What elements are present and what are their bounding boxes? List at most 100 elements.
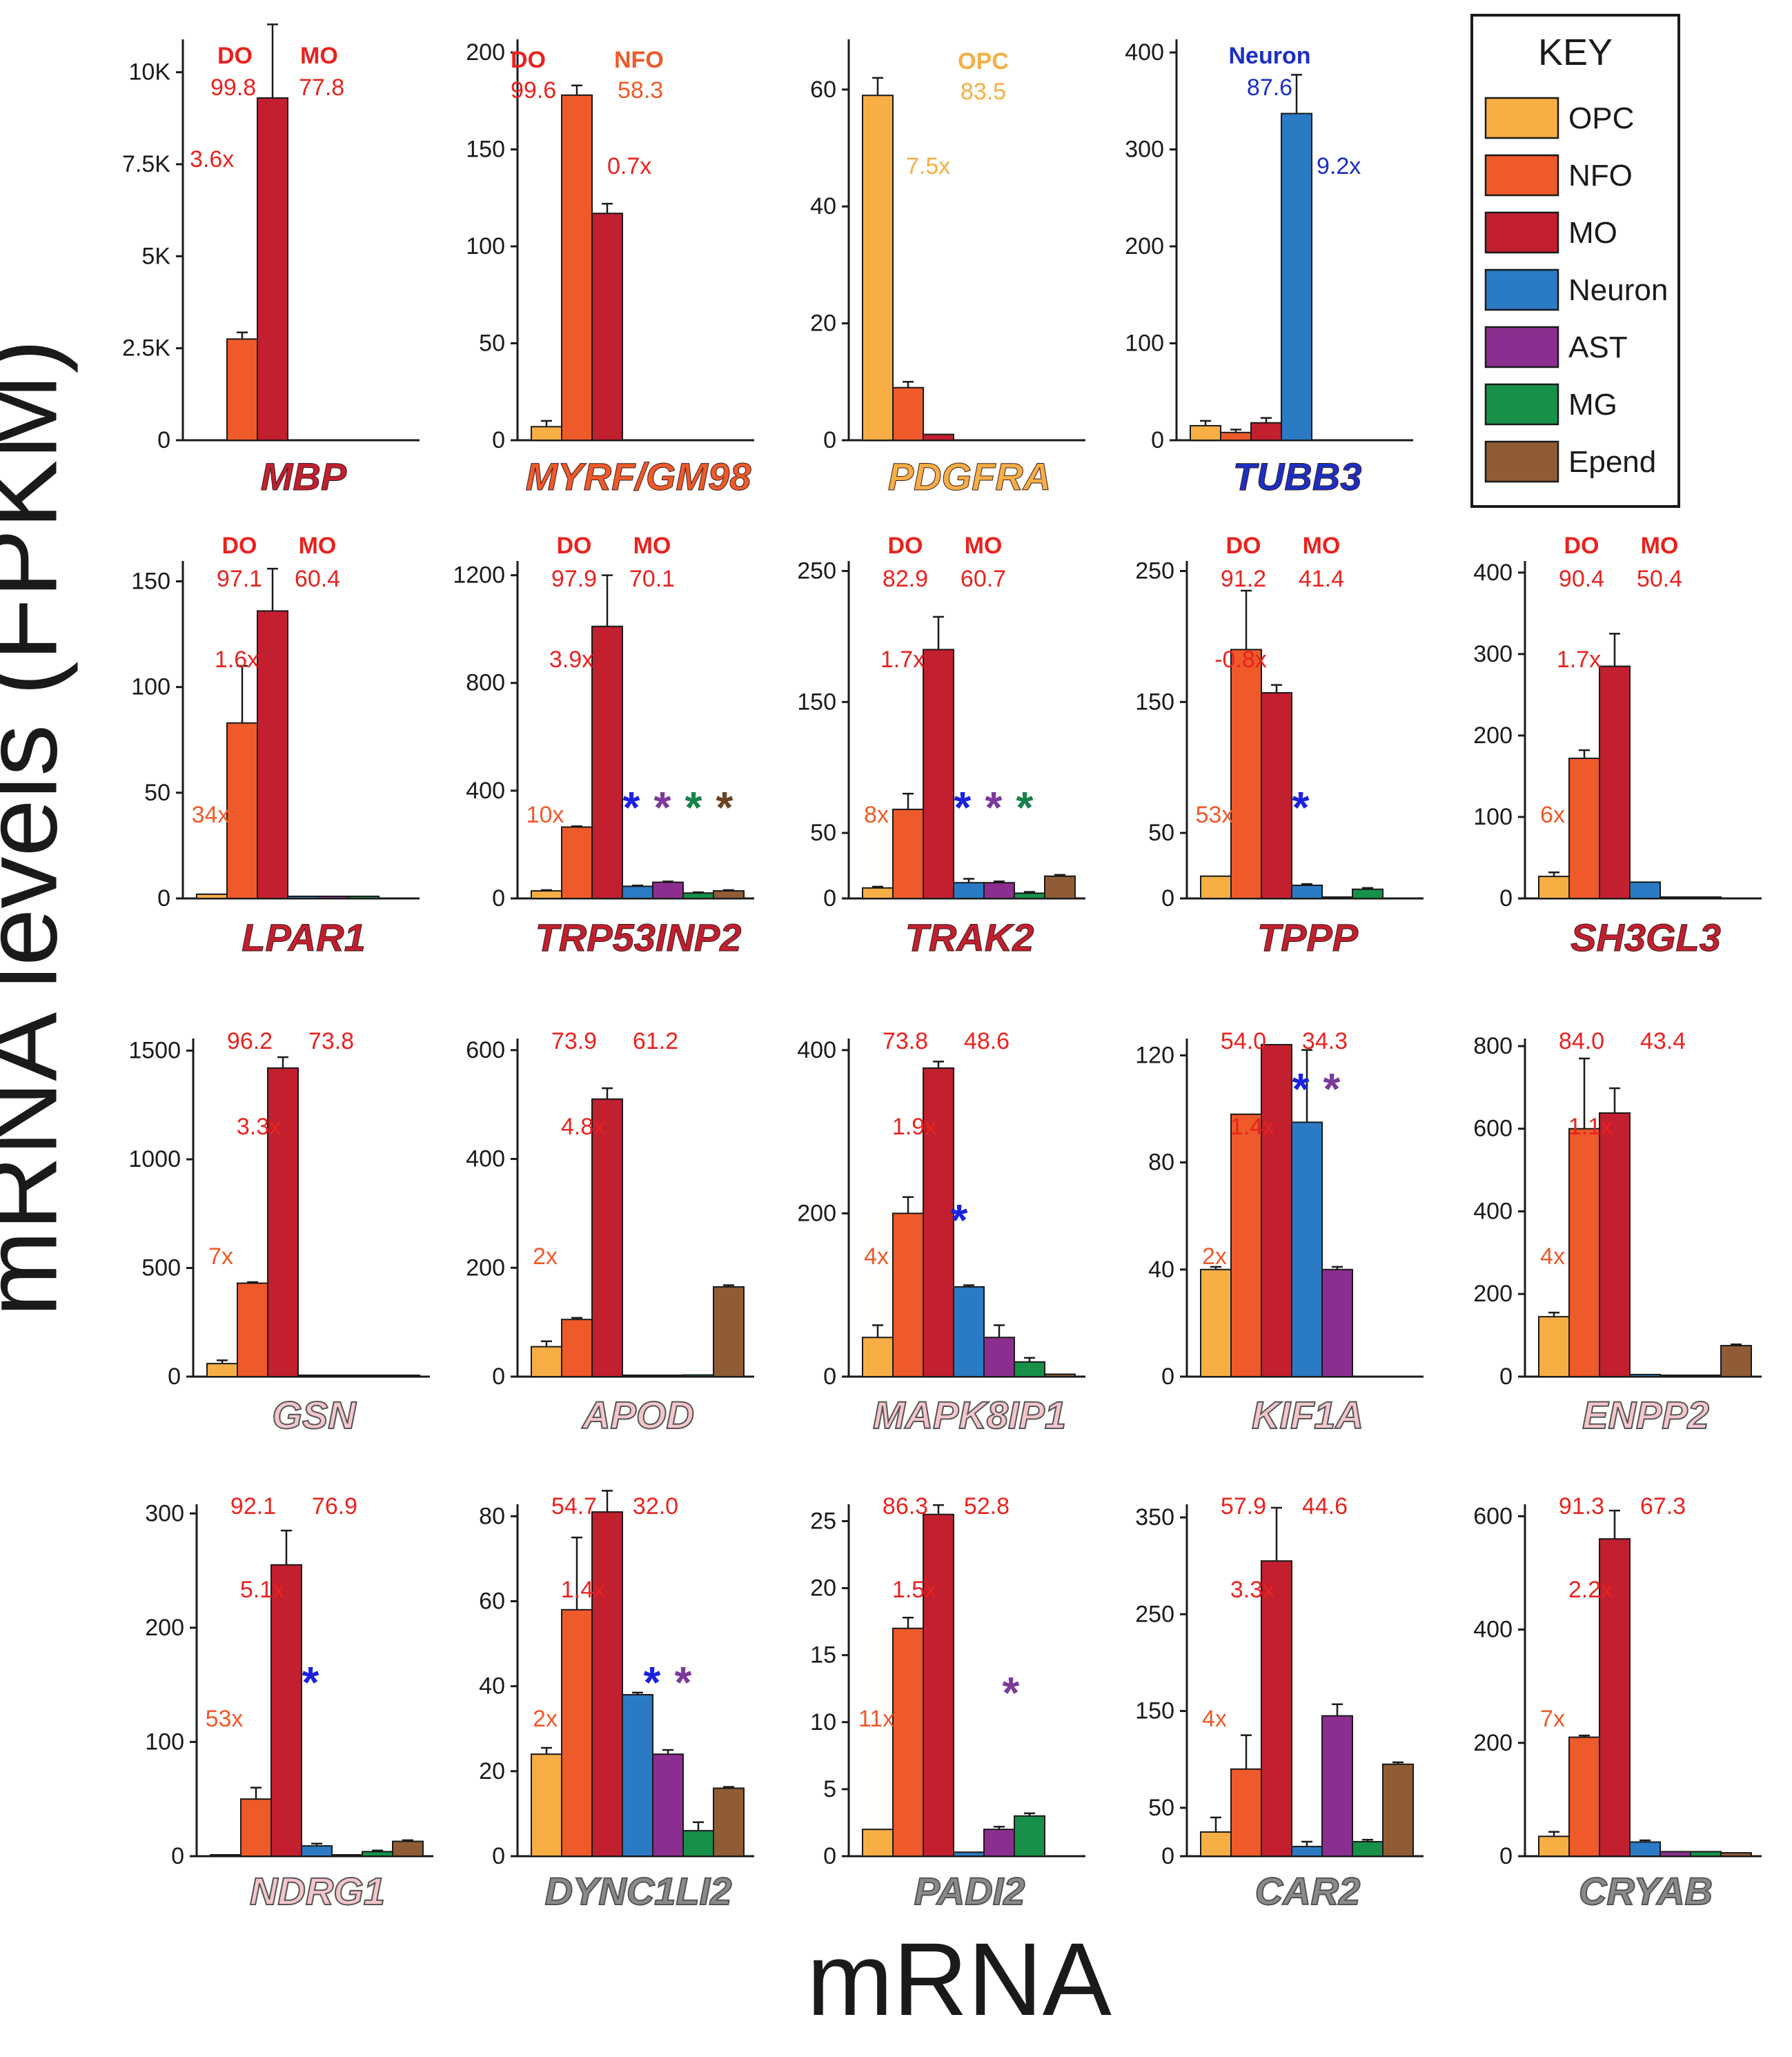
bar-nfo — [237, 1282, 268, 1377]
y-tick-label: 50 — [144, 780, 170, 806]
bar-opc — [206, 1363, 238, 1377]
significance-star: * — [654, 783, 671, 832]
annotation-label: DO — [511, 47, 546, 73]
annotation-label: MO — [633, 533, 671, 559]
bar-opc — [531, 1346, 562, 1377]
bar-mo — [257, 97, 288, 441]
y-tick-label: 0 — [157, 427, 170, 453]
y-tick-label: 800 — [1473, 1033, 1513, 1059]
y-tick-label: 0 — [492, 885, 505, 912]
legend-label-mo: MO — [1568, 216, 1617, 250]
annotation-label: 3.3x — [237, 1114, 281, 1140]
y-tick-label: 40 — [1148, 1257, 1174, 1283]
bar-mo — [591, 1098, 623, 1378]
y-axis-label-text: mRNA levels (FPKM) — [0, 339, 79, 1317]
annotation-label: MO — [1641, 533, 1679, 559]
y-tick-label: 60 — [810, 77, 836, 103]
y-tick-label: 300 — [1125, 137, 1164, 163]
annotation-label: MO — [965, 533, 1003, 559]
annotation-label: 7x — [1540, 1706, 1565, 1732]
bar-mg — [1352, 1840, 1384, 1857]
bar-mg — [1014, 892, 1045, 899]
panel-padi2: 0 5 10 15 20 25 86.3 52.8 1.5x 11x * PADI2 — [810, 1493, 1085, 1913]
annotation-label: 60.4 — [295, 566, 340, 592]
y-tick-label: 0 — [1161, 885, 1174, 912]
annotation-label: 87.6 — [1247, 75, 1292, 101]
bar-nfo — [240, 1798, 272, 1858]
bar-opc — [1200, 875, 1232, 899]
bar-mo — [1599, 1538, 1631, 1857]
bar-opc — [1538, 1835, 1570, 1858]
bar-nfo — [1568, 1736, 1600, 1858]
y-tick-label: 0 — [823, 427, 836, 453]
legend-swatch-nfo — [1484, 154, 1559, 197]
bar-nfo — [892, 1212, 924, 1378]
y-tick-label: 0 — [823, 885, 836, 912]
annotation-label: DO — [1226, 533, 1261, 559]
bar-mo — [1599, 665, 1631, 899]
annotation-label: 34.3 — [1302, 1028, 1348, 1054]
y-tick-label: 5K — [141, 243, 170, 269]
annotation-label: 50.4 — [1637, 566, 1682, 592]
annotation-label: -0.8x — [1214, 647, 1267, 673]
y-tick-label: 10 — [810, 1709, 836, 1735]
gene-name: PADI2 — [914, 1869, 1025, 1913]
gene-name: NDRG1 — [250, 1869, 385, 1913]
annotation-label: 54.7 — [551, 1493, 597, 1519]
bar-epend — [713, 890, 745, 899]
y-tick-label: 100 — [466, 233, 505, 259]
bar-neuron — [301, 1845, 333, 1858]
y-tick-label: 7.5K — [122, 151, 170, 177]
annotation-label: 96.2 — [227, 1028, 273, 1054]
y-tick-label: 350 — [1135, 1504, 1174, 1531]
annotation-label: NFO — [614, 47, 664, 73]
bar-opc — [1200, 1831, 1232, 1858]
bar-opc — [196, 893, 228, 899]
y-tick-label: 1200 — [453, 562, 505, 589]
y-tick-label: 0 — [157, 885, 170, 912]
y-tick-label: 50 — [479, 331, 505, 357]
bar-mg — [1014, 1815, 1045, 1857]
bar-nfo — [1568, 757, 1600, 899]
y-tick-label: 50 — [1148, 1795, 1174, 1821]
gene-name: KIF1A — [1252, 1393, 1363, 1437]
bar-neuron — [1291, 1121, 1323, 1378]
bar-ast — [1660, 1375, 1691, 1377]
gene-name: MYRF/GM98 — [526, 455, 752, 498]
bar-epend — [1382, 1763, 1414, 1857]
bar-ast — [652, 1753, 684, 1857]
annotation-label: 44.6 — [1302, 1493, 1348, 1519]
significance-star: * — [675, 1657, 692, 1707]
bar-nfo — [892, 386, 924, 441]
annotation-label: 0.7x — [607, 153, 651, 179]
y-tick-label: 60 — [479, 1588, 505, 1614]
annotation-label: 1.7x — [1557, 647, 1601, 673]
bar-ast — [983, 1337, 1015, 1377]
y-tick-label: 100 — [1473, 804, 1513, 830]
y-tick-label: 200 — [797, 1200, 836, 1226]
bar-opc — [210, 1854, 242, 1857]
legend-label-neuron: Neuron — [1568, 273, 1668, 307]
bar-epend — [388, 1375, 420, 1377]
bar-ast — [328, 1375, 360, 1377]
annotation-label: 67.3 — [1640, 1493, 1686, 1519]
y-tick-label: 40 — [479, 1673, 505, 1700]
annotation-label: 7x — [208, 1243, 233, 1270]
bar-nfo — [1568, 1128, 1600, 1377]
y-tick-label: 150 — [466, 137, 505, 163]
y-tick-label: 100 — [1125, 331, 1164, 357]
bar-ast — [317, 895, 349, 900]
gene-name: MBP — [261, 455, 347, 498]
gene-name: TRAK2 — [905, 916, 1034, 959]
annotation-label: 43.4 — [1640, 1028, 1686, 1054]
gene-name: CRYAB — [1579, 1869, 1713, 1913]
bar-opc — [531, 1753, 562, 1857]
bar-opc — [1538, 1316, 1570, 1377]
panel-enpp2: 0 200 400 600 800 84.0 43.4 1.1x 4x ENPP2 — [1473, 1028, 1762, 1437]
y-tick-label: 0 — [1151, 427, 1164, 453]
bar-nfo — [561, 826, 593, 900]
y-tick-label: 0 — [823, 1843, 836, 1869]
annotation-label: DO — [222, 533, 257, 559]
annotation-label: 7.5x — [906, 153, 950, 179]
annotation-label: 53x — [206, 1706, 244, 1732]
